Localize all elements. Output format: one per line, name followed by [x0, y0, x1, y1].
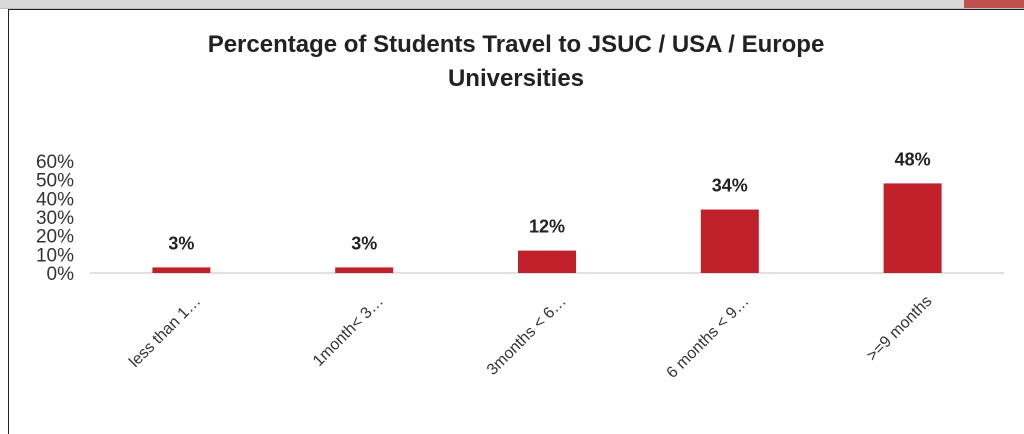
y-tick-label: 40%	[36, 189, 74, 210]
bar	[152, 267, 211, 273]
y-tick-label: 50%	[36, 171, 74, 192]
x-tick-label: less than 1…	[126, 293, 204, 371]
data-label: 12%	[529, 217, 565, 237]
data-label: 3%	[351, 233, 377, 253]
y-tick-label: 20%	[36, 227, 74, 248]
x-tick-label: 1month< 3…	[310, 293, 387, 370]
y-tick-label: 10%	[36, 245, 74, 266]
chart-title-line-2: Universities	[448, 65, 584, 92]
window-top-strip	[0, 0, 1024, 9]
x-tick-label: 3months < 6…	[484, 293, 570, 379]
bar	[335, 267, 394, 273]
x-tick-label: 6 months < 9…	[664, 293, 753, 382]
data-label: 3%	[168, 233, 194, 253]
data-label: 48%	[895, 149, 931, 169]
window-accent	[964, 0, 1024, 8]
data-label: 34%	[712, 176, 748, 196]
y-axis: 0%10%20%30%40%50%60%	[36, 152, 74, 285]
y-tick-label: 0%	[47, 264, 75, 285]
bar	[518, 250, 576, 273]
data-labels: 3% 3% 12% 34% 48%	[168, 149, 930, 253]
bar	[700, 209, 759, 273]
x-axis: less than 1… 1month< 3… 3months < 6… 6 mont…	[126, 293, 935, 382]
bars	[152, 183, 942, 273]
y-tick-label: 30%	[36, 208, 74, 229]
bar	[883, 183, 942, 273]
x-tick-label: >=9 months	[864, 293, 936, 365]
chart-title-line-1: Percentage of Students Travel to JSUC / …	[208, 31, 825, 58]
y-tick-label: 60%	[36, 152, 74, 173]
chart-frame	[8, 9, 1024, 434]
